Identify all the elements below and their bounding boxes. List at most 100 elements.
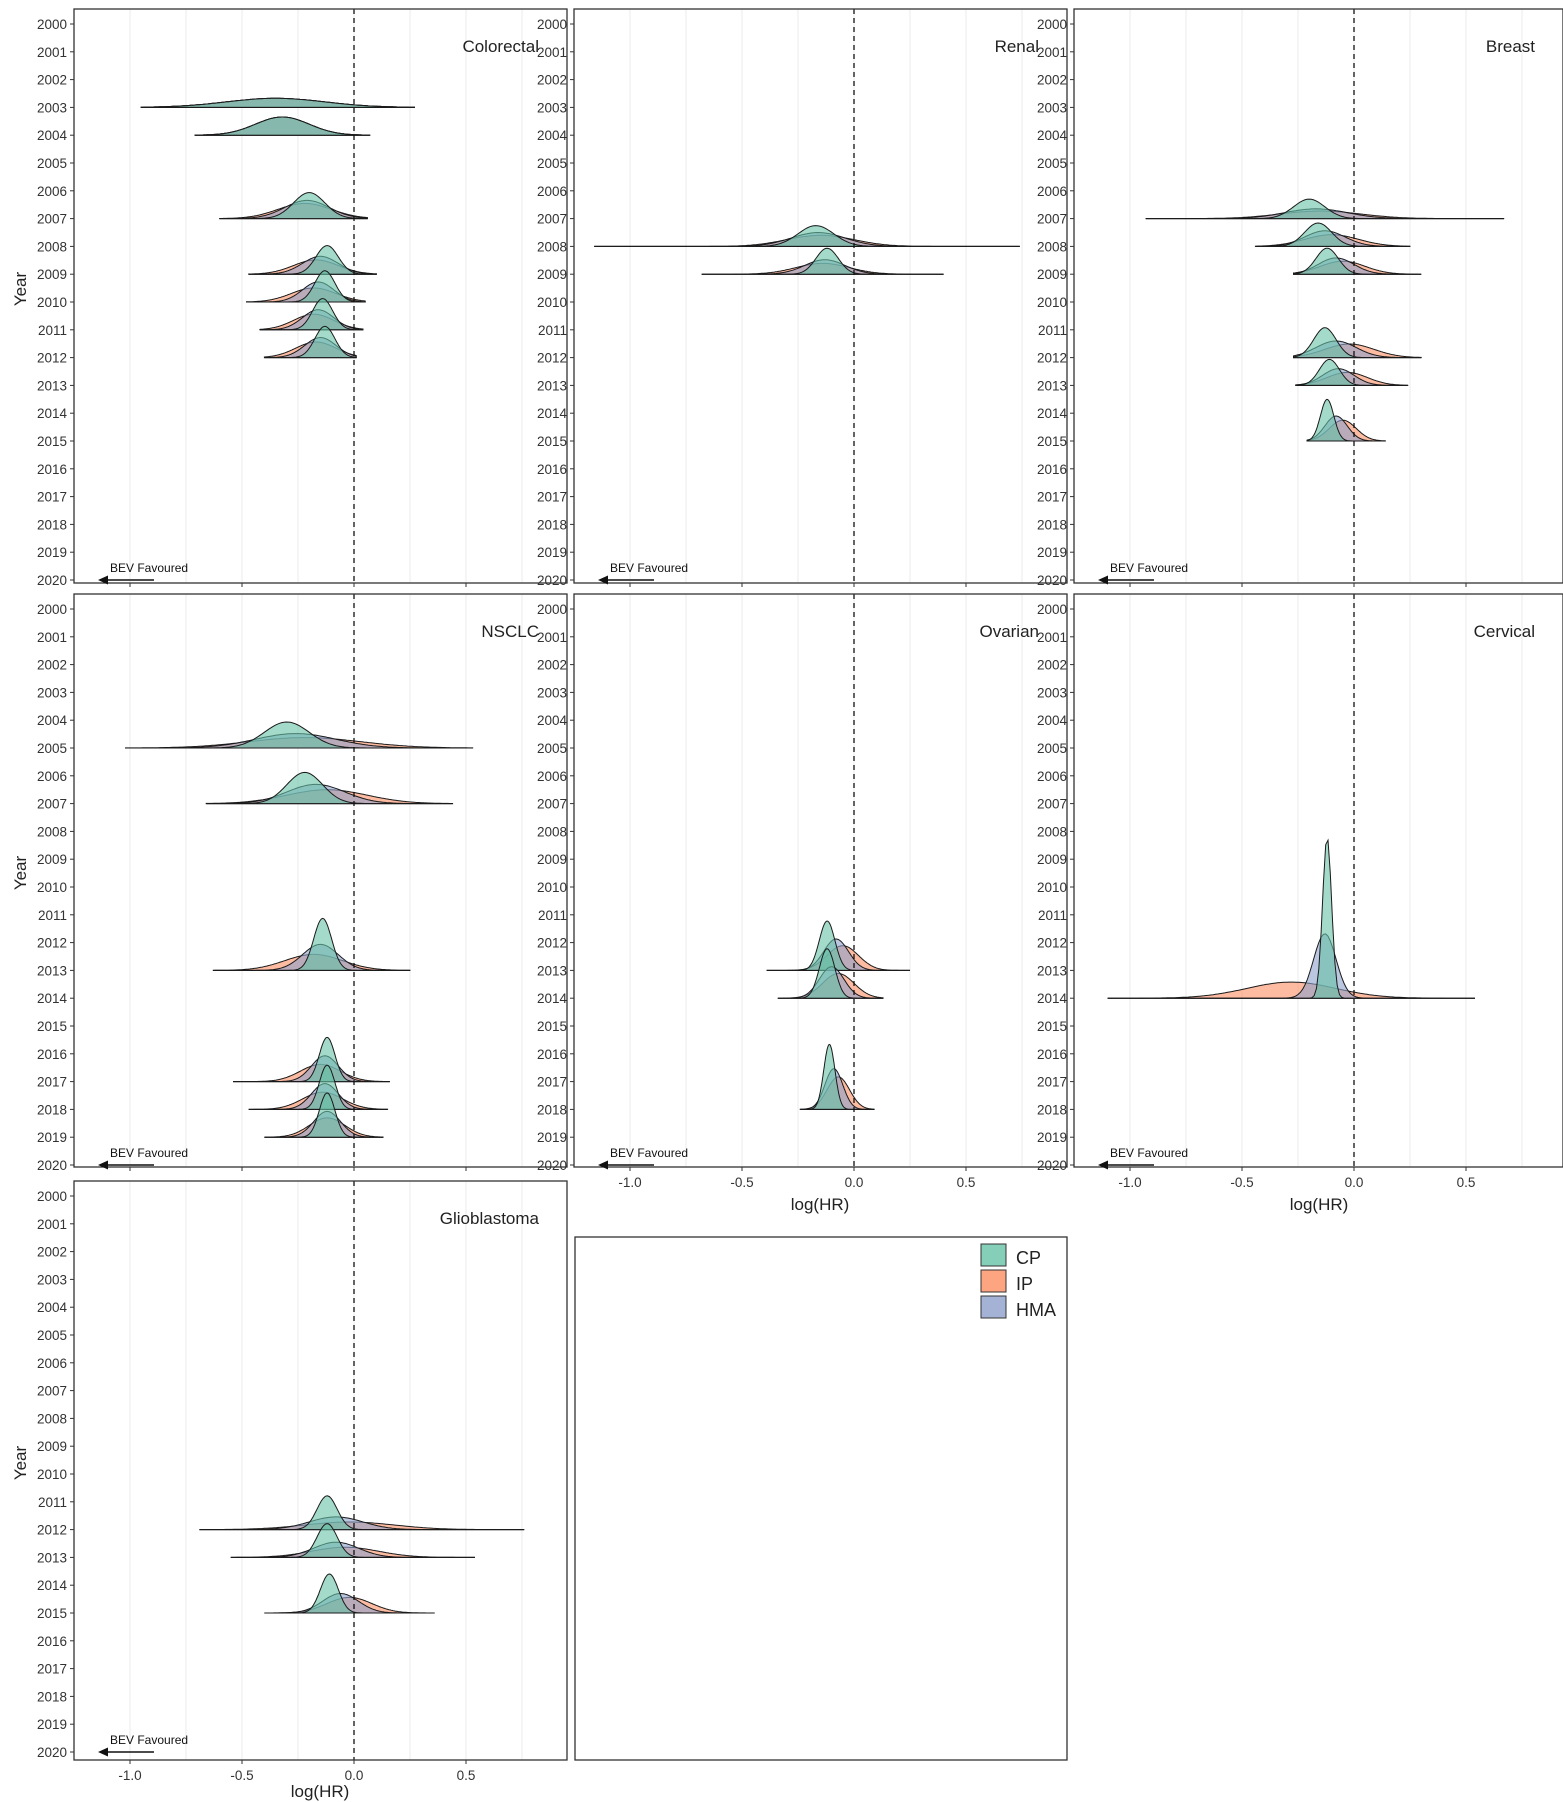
y-tick-label: 2007 — [537, 797, 567, 812]
ridge-renal-2008 — [594, 225, 1020, 247]
y-tick-label: 2001 — [37, 45, 67, 60]
density-cp — [125, 721, 473, 749]
y-tick-label: 2016 — [537, 462, 567, 477]
density-cp — [233, 1036, 390, 1083]
y-tick-label: 2013 — [537, 963, 567, 978]
density-cp — [248, 1064, 388, 1110]
bev-favoured-arrow-head — [1098, 1160, 1108, 1170]
y-axis-title-row3: Year — [11, 1445, 30, 1480]
density-cp — [264, 1092, 384, 1138]
y-tick-label: 2014 — [537, 991, 568, 1006]
panel-title-ovarian: Ovarian — [979, 622, 1039, 641]
y-tick-label: 2007 — [1037, 797, 1067, 812]
y-tick-label: 2019 — [1037, 1130, 1067, 1145]
y-tick-label: 2014 — [37, 406, 68, 421]
legend-item-hma: HMA — [980, 1295, 1056, 1320]
y-tick-label: 2009 — [37, 1439, 67, 1454]
ridge-ovarian-2013 — [766, 920, 910, 971]
y-tick-label: 2020 — [537, 573, 567, 588]
y-tick-label: 2016 — [37, 1634, 67, 1649]
y-tick-label: 2009 — [1037, 267, 1067, 282]
y-tick-label: 2008 — [537, 239, 567, 254]
y-tick-label: 2006 — [37, 769, 67, 784]
y-tick-label: 2004 — [1037, 128, 1068, 143]
y-tick-label: 2002 — [37, 658, 67, 673]
y-tick-label: 2013 — [37, 1550, 67, 1565]
y-tick-label: 2018 — [1037, 517, 1067, 532]
ridges-colorectal — [140, 97, 415, 359]
y-tick-label: 2003 — [537, 685, 567, 700]
legend-item-ip: IP — [980, 1269, 1033, 1294]
y-tick-label: 2006 — [537, 184, 567, 199]
y-tick-label: 2006 — [37, 184, 67, 199]
y-tick-label: 2005 — [537, 741, 567, 756]
x-tick-label: 0.0 — [845, 1175, 864, 1190]
ridge-colorectal-2011 — [259, 298, 364, 331]
y-tick-label: 2008 — [537, 824, 567, 839]
bev-favoured-arrow-head — [1098, 575, 1108, 585]
y-tick-label: 2013 — [1037, 963, 1067, 978]
panel-background-breast — [1074, 9, 1563, 583]
y-tick-label: 2004 — [1037, 713, 1068, 728]
y-tick-label: 2010 — [37, 295, 67, 310]
y-tick-label: 2018 — [1037, 1102, 1067, 1117]
y-tick-label: 2018 — [37, 1102, 67, 1117]
y-tick-label: 2004 — [37, 128, 68, 143]
y-tick-label: 2002 — [537, 73, 567, 88]
y-tick-label: 2018 — [537, 1102, 567, 1117]
density-cp — [1306, 398, 1386, 442]
density-cp — [248, 245, 377, 275]
density-cp — [194, 116, 371, 136]
ridge-breast-2007 — [1145, 198, 1505, 220]
y-tick-label: 2020 — [37, 1745, 67, 1760]
bev-favoured-arrow-head — [98, 1160, 108, 1170]
bev-favoured-arrow-head — [98, 1747, 108, 1757]
y-tick-label: 2000 — [1037, 602, 1067, 617]
y-tick-label: 2006 — [37, 1356, 67, 1371]
x-tick-label: -1.0 — [618, 1175, 641, 1190]
y-tick-label: 2012 — [537, 351, 567, 366]
y-tick-label: 2007 — [37, 212, 67, 227]
y-tick-label: 2007 — [1037, 212, 1067, 227]
panel-nsclc: 2000 2001 2002 2003 2004 2005 2006 2007 2008 2009… — [37, 593, 568, 1173]
y-tick-label: 2016 — [1037, 1047, 1067, 1062]
ridge-ovarian-2014 — [777, 948, 884, 999]
ridge-colorectal-2004 — [194, 116, 371, 136]
x-tick-label: -0.5 — [230, 1768, 253, 1783]
panel-ovarian: 2000 2001 2002 2003 2004 2005 2006 2007 2008 2009… — [537, 593, 1068, 1190]
ridge-nsclc-2018 — [248, 1064, 389, 1110]
density-cp — [1107, 838, 1475, 999]
y-tick-label: 2020 — [1037, 573, 1067, 588]
y-tick-label: 2017 — [537, 490, 567, 505]
ridges-nsclc — [125, 721, 474, 1138]
bev-favoured-label: BEV Favoured — [110, 561, 188, 575]
x-tick-label: -0.5 — [1230, 1175, 1253, 1190]
x-tick-label: 0.5 — [1457, 1175, 1476, 1190]
y-tick-label: 2019 — [37, 1130, 67, 1145]
x-tick-label: -1.0 — [118, 1768, 141, 1783]
density-cp — [264, 1573, 435, 1614]
bev-favoured-label: BEV Favoured — [610, 1146, 688, 1160]
panel-background-glioblastoma — [74, 1181, 567, 1760]
y-tick-label: 2002 — [537, 658, 567, 673]
y-tick-label: 2010 — [537, 295, 567, 310]
panel-border-renal — [573, 8, 1068, 584]
y-tick-label: 2016 — [37, 1047, 67, 1062]
y-tick-label: 2015 — [1037, 1019, 1067, 1034]
y-tick-label: 2002 — [1037, 73, 1067, 88]
y-tick-label: 2003 — [537, 100, 567, 115]
y-tick-label: 2017 — [37, 490, 67, 505]
y-tick-label: 2016 — [37, 462, 67, 477]
y-tick-label: 2001 — [37, 1217, 67, 1232]
y-tick-label: 2005 — [37, 1328, 67, 1343]
y-tick-label: 2005 — [37, 741, 67, 756]
y-tick-label: 2014 — [537, 406, 568, 421]
facet-panels: 2000 2001 2002 2003 2004 2005 2006 2007 2008 2009… — [37, 8, 1563, 1783]
y-tick-label: 2018 — [37, 517, 67, 532]
y-tick-label: 2006 — [1037, 184, 1067, 199]
y-tick-label: 2012 — [37, 351, 67, 366]
y-tick-label: 2019 — [37, 1717, 67, 1732]
bev-favoured-arrow-head — [598, 1160, 608, 1170]
y-tick-label: 2018 — [537, 517, 567, 532]
